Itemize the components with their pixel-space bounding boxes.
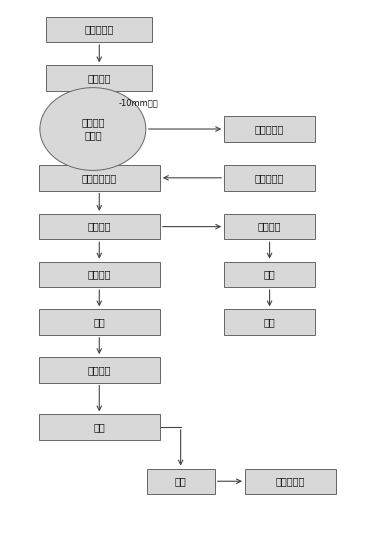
FancyBboxPatch shape [224,116,315,142]
Text: 尾盐: 尾盐 [264,317,275,327]
FancyBboxPatch shape [39,214,160,240]
FancyBboxPatch shape [39,414,160,440]
Text: 氯化钾产品: 氯化钾产品 [276,477,305,486]
Text: 闭路破碎: 闭路破碎 [88,73,111,83]
FancyBboxPatch shape [224,309,315,335]
FancyBboxPatch shape [224,262,315,287]
FancyBboxPatch shape [245,468,336,494]
FancyBboxPatch shape [147,468,215,494]
Text: 尾盐矿浆: 尾盐矿浆 [258,221,281,232]
Ellipse shape [40,88,146,170]
Text: 分离: 分离 [93,317,105,327]
Text: 固体钾盐矿: 固体钾盐矿 [84,24,114,34]
FancyBboxPatch shape [46,65,152,91]
Text: 粗钾泡沫: 粗钾泡沫 [88,270,111,279]
Text: 柱式浮选: 柱式浮选 [88,221,111,232]
Text: -10mm粒级: -10mm粒级 [118,98,158,107]
FancyBboxPatch shape [224,214,315,240]
FancyBboxPatch shape [39,357,160,383]
FancyBboxPatch shape [39,262,160,287]
FancyBboxPatch shape [224,165,315,191]
FancyBboxPatch shape [39,309,160,335]
Text: 分离: 分离 [264,270,275,279]
FancyBboxPatch shape [39,165,160,191]
FancyBboxPatch shape [46,17,152,42]
Text: 旋转分解
及分级: 旋转分解 及分级 [81,117,104,140]
Text: 分离: 分离 [93,422,105,432]
Text: 干燥: 干燥 [175,477,187,486]
Text: 浮选捕收剂: 浮选捕收剂 [255,173,284,183]
Text: 再浆洗涤: 再浆洗涤 [88,365,111,375]
Text: 粗颗粒尾盐: 粗颗粒尾盐 [255,124,284,134]
Text: 管流混合矿化: 管流混合矿化 [82,173,117,183]
